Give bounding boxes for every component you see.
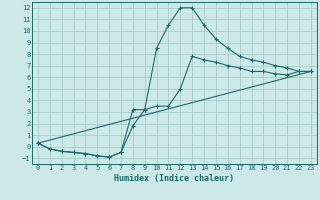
X-axis label: Humidex (Indice chaleur): Humidex (Indice chaleur)	[115, 174, 234, 183]
